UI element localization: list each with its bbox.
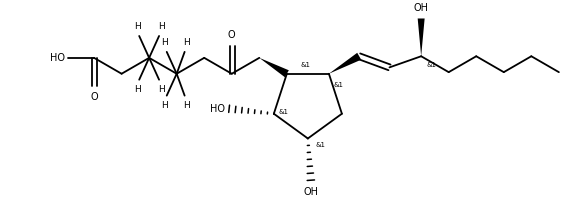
- Text: H: H: [158, 22, 164, 31]
- Text: H: H: [161, 38, 168, 47]
- Text: H: H: [134, 85, 141, 94]
- Text: O: O: [90, 92, 98, 102]
- Text: &1: &1: [279, 109, 289, 115]
- Text: O: O: [228, 30, 235, 40]
- Text: &1: &1: [426, 62, 436, 68]
- Polygon shape: [418, 18, 425, 56]
- Text: H: H: [183, 100, 190, 110]
- Text: H: H: [161, 100, 168, 110]
- Text: H: H: [183, 38, 190, 47]
- Polygon shape: [329, 53, 361, 74]
- Text: HO: HO: [210, 104, 225, 114]
- Text: &1: &1: [334, 82, 344, 88]
- Text: OH: OH: [414, 3, 429, 13]
- Text: H: H: [134, 22, 141, 31]
- Text: HO: HO: [51, 53, 65, 63]
- Polygon shape: [259, 58, 289, 77]
- Text: &1: &1: [301, 62, 311, 68]
- Text: OH: OH: [303, 187, 319, 197]
- Text: H: H: [158, 85, 164, 94]
- Text: &1: &1: [316, 142, 326, 148]
